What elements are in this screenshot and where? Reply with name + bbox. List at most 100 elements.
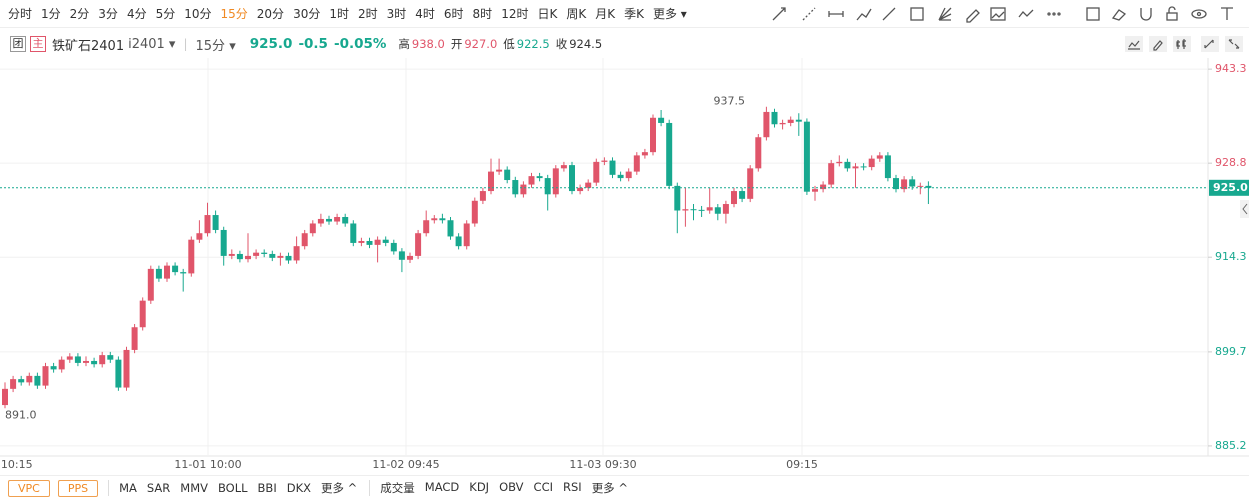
candle-body [107,355,114,360]
interval-button[interactable]: 1时 [329,7,349,21]
candle-body [139,300,146,328]
tool-icons[interactable] [769,5,1239,23]
interval-button[interactable]: 3分 [98,7,118,21]
more-label: 更多 [652,7,677,21]
candle-body [731,191,737,205]
interval-button[interactable]: 6时 [443,7,464,21]
indicator-button[interactable]: DKX [286,481,311,495]
interval-button[interactable]: 2时 [357,7,378,21]
interval-button[interactable]: 季K [624,7,644,21]
indicator-button[interactable]: MMV [180,481,208,495]
ohlc-stats: 高 938.0 开 927.0 低 922.5 收 924.5 [392,36,602,52]
candle-body [236,253,243,260]
interval-button[interactable]: 月K [595,7,616,21]
candle-body [771,111,778,125]
candle-body [228,253,235,256]
indicator-button[interactable]: BBI [257,481,277,495]
separator [369,480,371,496]
indicator-button[interactable]: CCI [533,480,553,494]
code-select[interactable]: i2401 ▾ [128,36,176,52]
candle-body [423,220,430,234]
extreme-label: 937.5 [714,95,746,108]
candle-body [58,359,65,370]
overlay-button[interactable]: PPS [57,479,99,497]
indicator-button[interactable]: KDJ [469,480,490,494]
interval-button[interactable]: 日K [537,7,558,21]
main-more-label: 更多 [321,481,344,495]
interval-button[interactable]: 10分 [184,7,212,21]
overlay-button[interactable]: VPC [8,479,50,497]
candle-body [739,191,746,199]
more-button[interactable]: 更多 ▾ [652,7,687,21]
interval-button[interactable]: 2分 [69,7,90,21]
sub-more[interactable]: 更多 ^ [591,481,628,495]
candle-body [269,253,276,258]
group-badge[interactable]: 团 [10,36,26,52]
candle-body [609,160,616,175]
candle-body [852,166,859,169]
candle-body [180,272,187,274]
collapse-tab[interactable] [1240,200,1249,218]
candle-body [569,165,575,192]
main-indicators: MA SAR MMV BOLL BBI DKX [119,481,321,495]
candle-body [253,252,260,256]
control-icons[interactable] [1125,36,1243,52]
indicator-button[interactable]: OBV [499,480,524,494]
interval-button[interactable]: 12时 [501,7,529,21]
candle-body [196,233,203,240]
main-badge[interactable]: 主 [30,36,46,52]
indicator-button[interactable]: SAR [146,481,171,495]
stat-value: 927.0 [464,37,498,51]
candle-body [471,200,478,224]
candle-body [382,239,389,243]
indicator-button[interactable]: MA [119,481,137,495]
candle-body [439,218,446,221]
stat-value: 938.0 [411,37,445,51]
instrument-code: i2401 [128,36,165,52]
interval-button[interactable]: 1分 [41,7,61,21]
interval-button[interactable]: 20分 [256,7,285,21]
interval-button[interactable]: 分时 [8,7,33,21]
indicator-button[interactable]: RSI [563,480,582,494]
candle-body [536,176,543,179]
interval-button[interactable]: 4分 [126,7,147,21]
candle-body [520,184,527,195]
candle-body [747,168,754,199]
candle-body [504,169,511,181]
interval-button[interactable]: 30分 [293,7,321,21]
price-change: -0.5 [298,36,328,52]
candle-body [714,207,721,214]
indicator-button[interactable]: 成交量 [380,481,415,495]
indicator-button[interactable]: BOLL [217,481,248,495]
candle-body [674,185,681,211]
interval-button[interactable]: 周K [566,7,587,21]
candle-body [91,360,98,365]
x-tick-label: 11-03 09:30 [569,458,636,471]
stat-value: 922.5 [516,37,550,51]
interval-button[interactable]: 15分 [220,7,248,21]
candle-body [755,137,762,169]
candle-body [763,111,770,138]
candle-body [893,178,899,190]
candle-body [641,152,648,156]
interval-button[interactable]: 5分 [155,7,176,21]
candle-body [326,218,332,222]
x-tick-label: 09:15 [786,458,818,471]
candle-body [577,187,584,192]
candle-body [844,161,851,169]
interval-button[interactable]: 3时 [386,7,407,21]
candle-body [285,255,292,261]
candle-body [795,119,802,122]
indicator-button[interactable]: MACD [424,480,460,494]
interval-list: 分时 1分 2分 3分 4分 5分 10分 15分 20分 30分 1时 2时 3时 4时 6时 8时 12时日… [8,5,653,22]
candle-body [220,229,227,256]
y-tick-label: 914.3 [1215,250,1247,263]
candle-body [633,155,640,172]
period-select[interactable]: 15分 ▾ [195,38,236,54]
interval-button[interactable]: 4时 [415,7,435,21]
main-more[interactable]: 更多 ^ [321,481,358,495]
candle-body [398,251,405,260]
interval-button[interactable]: 8时 [472,7,493,21]
last-price: 925.0 [249,36,293,52]
